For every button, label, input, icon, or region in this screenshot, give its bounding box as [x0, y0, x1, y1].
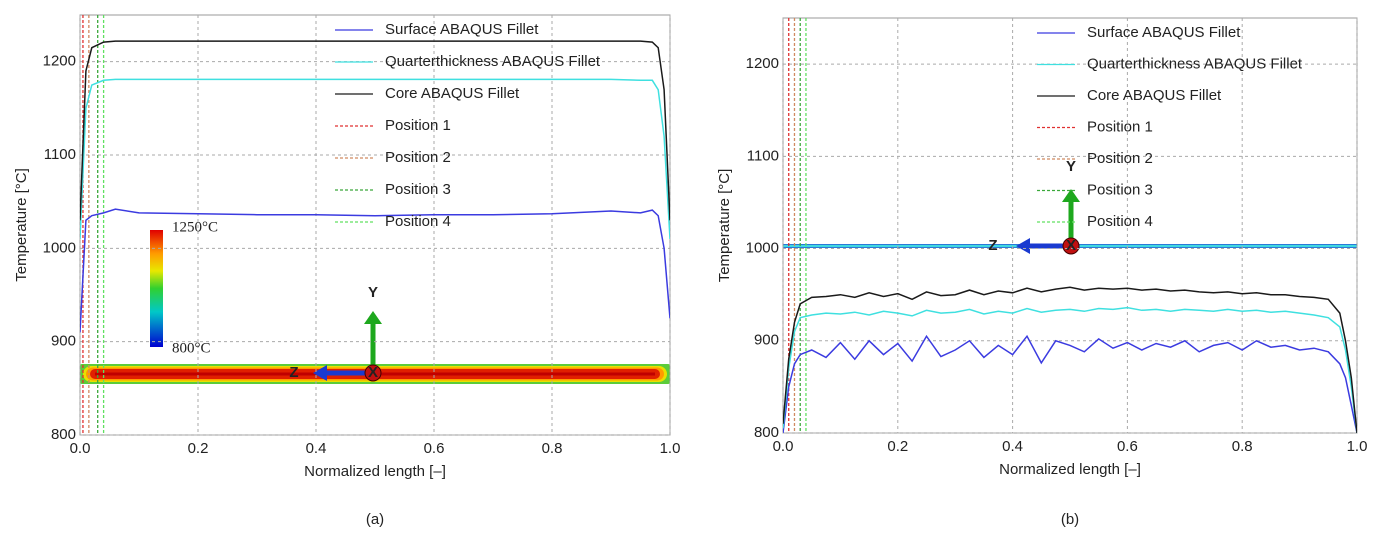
annotation: Y — [368, 284, 378, 301]
caption: (a) — [366, 511, 384, 528]
x-tick-label: 1.0 — [1347, 438, 1368, 455]
legend-label: Surface ABAQUS Fillet — [385, 21, 539, 38]
x-tick-label: 0.2 — [887, 438, 908, 455]
x-tick-label: 0.2 — [188, 440, 209, 457]
caption: (b) — [1061, 511, 1079, 528]
legend-label: Position 4 — [1087, 213, 1153, 230]
x-tick-label: 0.4 — [1002, 438, 1023, 455]
y-tick-label: 900 — [51, 333, 76, 350]
x-tick-label: 0.0 — [773, 438, 794, 455]
y-tick-label: 1000 — [746, 240, 779, 257]
y-axis-title: Temperature [°C] — [716, 169, 733, 283]
legend-label: Quarterthickness ABAQUS Fillet — [385, 53, 601, 70]
y-tick-label: 1200 — [43, 53, 76, 70]
x-tick-label: 0.8 — [1232, 438, 1253, 455]
y-tick-label: 1200 — [746, 55, 779, 72]
x-tick-label: 0.6 — [1117, 438, 1138, 455]
legend-label: Surface ABAQUS Fillet — [1087, 24, 1241, 41]
y-tick-label: 1000 — [43, 239, 76, 256]
legend-label: Position 2 — [1087, 150, 1153, 167]
annotation: Z — [289, 364, 298, 381]
legend-label: Quarterthickness ABAQUS Fillet — [1087, 55, 1303, 72]
series-line — [783, 336, 1357, 433]
y-tick-label: 1100 — [747, 147, 779, 164]
legend-label: Position 4 — [385, 213, 451, 230]
legend-label: Position 3 — [385, 181, 451, 198]
colorbar — [150, 230, 163, 347]
annotation: X — [1066, 237, 1076, 254]
y-tick-label: 1100 — [44, 146, 76, 163]
legend-label: Position 1 — [1087, 118, 1153, 135]
legend-label: Core ABAQUS Fillet — [1087, 87, 1222, 104]
annotation: 1250°C — [172, 219, 218, 235]
annotation: 800°C — [172, 340, 211, 356]
figure: 8009001000110012000.00.20.40.60.81.0Norm… — [0, 0, 1386, 537]
legend-label: Position 3 — [1087, 181, 1153, 198]
series-line — [783, 308, 1357, 433]
legend-label: Position 2 — [385, 149, 451, 166]
legend-label: Core ABAQUS Fillet — [385, 85, 520, 102]
x-tick-label: 0.6 — [424, 440, 445, 457]
annotation: Y — [1066, 158, 1076, 175]
y-tick-label: 900 — [754, 332, 779, 349]
annotation: X — [368, 364, 378, 381]
annotation: Z — [988, 237, 997, 254]
series-line — [80, 209, 670, 332]
x-tick-label: 1.0 — [660, 440, 681, 457]
x-tick-label: 0.4 — [306, 440, 327, 457]
x-axis-title: Normalized length [–] — [999, 461, 1141, 478]
y-axis-title: Temperature [°C] — [13, 168, 30, 282]
x-tick-label: 0.0 — [70, 440, 91, 457]
x-tick-label: 0.8 — [542, 440, 563, 457]
legend-label: Position 1 — [385, 117, 451, 134]
x-axis-title: Normalized length [–] — [304, 463, 446, 480]
